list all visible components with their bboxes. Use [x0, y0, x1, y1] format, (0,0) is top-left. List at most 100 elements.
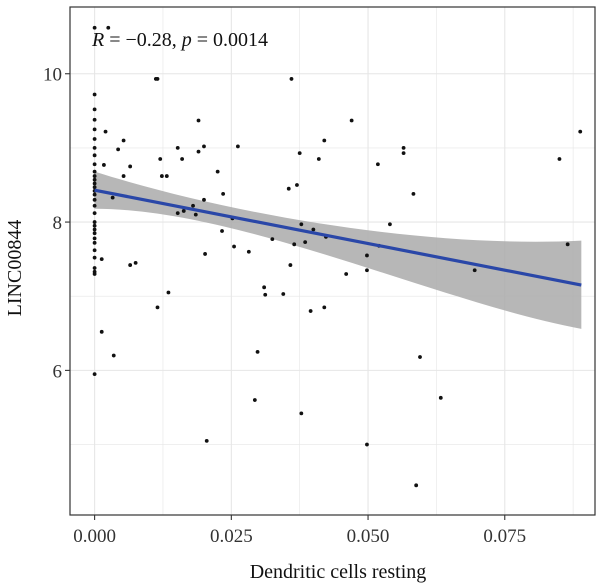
data-point: [133, 260, 138, 265]
data-point: [401, 151, 406, 155]
data-point: [365, 442, 369, 447]
p-symbol: p: [180, 29, 192, 51]
data-point: [299, 222, 304, 227]
data-point: [92, 240, 97, 245]
data-point: [92, 25, 97, 30]
data-point: [121, 138, 126, 143]
y-tick-label: 6: [53, 361, 63, 382]
y-tick-label: 10: [43, 65, 62, 86]
data-point: [159, 174, 164, 178]
data-point: [311, 227, 316, 232]
data-point: [103, 129, 108, 134]
data-point: [116, 147, 121, 152]
data-point: [288, 263, 293, 267]
data-point: [418, 355, 422, 359]
x-tick-label: 0.025: [210, 526, 253, 547]
data-point: [166, 290, 171, 295]
x-tick-label: 0.075: [483, 526, 526, 547]
y-tick-label: 8: [53, 213, 63, 234]
data-point: [204, 438, 209, 443]
axis-ticks: 0.000 0.025 0.050 0.075 6 8 10: [43, 65, 526, 547]
data-point: [121, 174, 126, 178]
data-point: [92, 231, 97, 236]
data-point: [316, 157, 321, 161]
data-point: [438, 395, 443, 400]
data-point: [99, 257, 104, 262]
data-point: [128, 164, 133, 169]
data-point: [202, 144, 206, 149]
data-point: [220, 229, 224, 233]
data-point: [111, 353, 116, 358]
data-point: [180, 157, 185, 161]
data-point: [102, 163, 106, 167]
data-point: [299, 411, 304, 416]
data-point: [92, 146, 97, 150]
data-points: [92, 25, 583, 488]
data-point: [375, 162, 380, 167]
data-point: [92, 248, 97, 253]
data-point: [286, 186, 291, 191]
data-point: [308, 309, 313, 313]
r-value: = −0.28,: [104, 29, 182, 51]
data-point: [106, 25, 111, 30]
data-point: [92, 203, 97, 208]
data-point: [295, 183, 299, 187]
regression-line: [94, 188, 582, 287]
data-point: [289, 77, 294, 81]
plot-frame: [69, 6, 596, 516]
data-point: [203, 252, 207, 256]
x-tick-label: 0.050: [347, 526, 390, 547]
data-point: [92, 127, 97, 132]
data-point: [365, 268, 369, 273]
data-point: [92, 211, 97, 216]
data-point: [155, 305, 160, 310]
data-point: [255, 349, 260, 354]
data-point: [164, 174, 169, 178]
data-point: [235, 144, 240, 149]
data-point: [365, 253, 369, 258]
data-point: [110, 195, 115, 200]
data-point: [92, 153, 97, 158]
data-point: [175, 146, 180, 150]
data-point: [414, 483, 419, 488]
data-point: [128, 263, 133, 267]
data-point: [191, 203, 195, 208]
data-point: [92, 197, 97, 202]
data-point: [181, 209, 186, 213]
data-point: [472, 268, 477, 273]
data-point: [215, 169, 220, 174]
data-point: [388, 222, 392, 227]
data-point: [202, 197, 206, 202]
data-point: [193, 212, 198, 217]
p-value: = 0.0014: [192, 29, 268, 51]
data-point: [196, 118, 201, 123]
data-point: [297, 151, 302, 155]
x-axis-title: Dendritic cells resting: [250, 561, 427, 583]
data-point: [92, 220, 97, 224]
data-point: [349, 118, 354, 123]
data-point: [92, 117, 97, 122]
data-point: [270, 237, 275, 242]
data-point: [92, 169, 97, 174]
data-point: [92, 223, 97, 228]
data-point: [322, 305, 327, 310]
data-point: [246, 249, 251, 254]
y-axis-title: LINC00844: [4, 220, 26, 317]
data-point: [92, 107, 97, 112]
data-point: [92, 255, 97, 260]
data-point: [92, 372, 97, 376]
data-point: [221, 191, 226, 196]
data-point: [322, 138, 327, 143]
r-symbol: R: [91, 29, 104, 51]
fit-line: [94, 188, 582, 287]
data-point: [92, 177, 97, 182]
data-point: [158, 157, 163, 161]
data-point: [92, 227, 97, 232]
confidence-band-area: [94, 171, 582, 329]
data-point: [92, 181, 97, 186]
data-point: [92, 266, 97, 270]
data-point: [92, 174, 97, 178]
data-point: [263, 292, 268, 297]
x-tick-label: 0.000: [73, 526, 116, 547]
